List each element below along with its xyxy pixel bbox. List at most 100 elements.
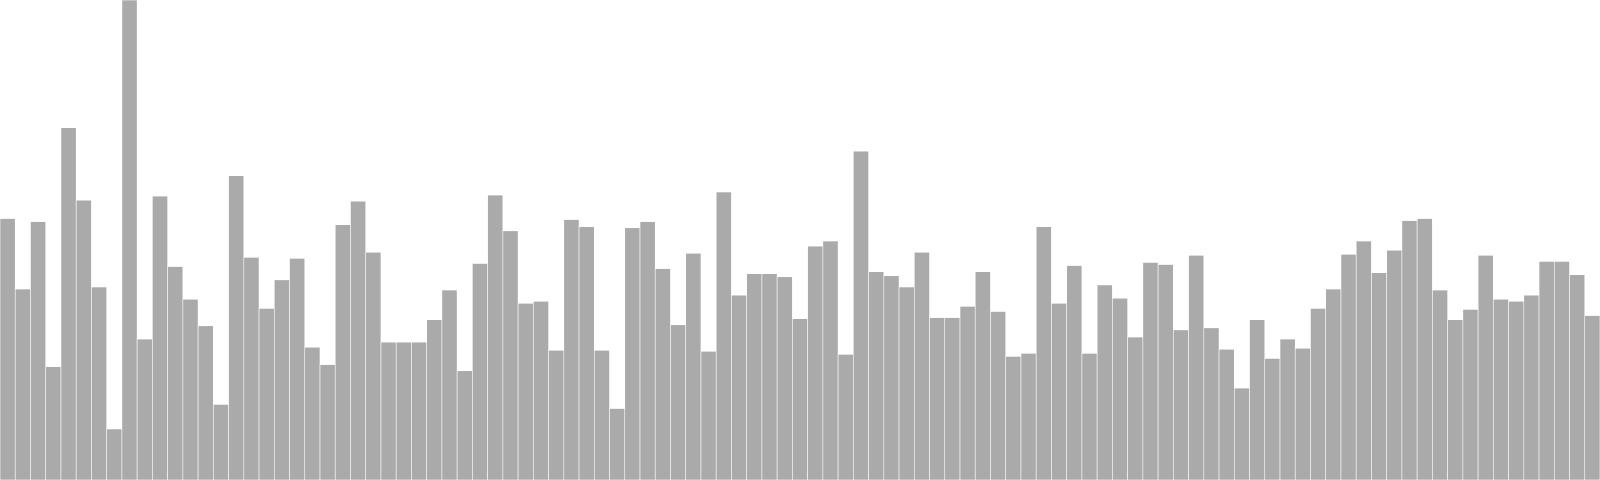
bar xyxy=(380,341,397,480)
bar xyxy=(792,318,808,480)
bar xyxy=(1127,336,1144,480)
bar xyxy=(517,303,534,480)
bar xyxy=(1081,353,1098,480)
bar xyxy=(1340,253,1357,480)
bar xyxy=(868,271,885,480)
bar xyxy=(258,308,275,480)
bar xyxy=(1538,261,1555,480)
bar xyxy=(304,346,321,480)
bar xyxy=(1035,226,1052,480)
bar xyxy=(456,370,473,480)
bar xyxy=(30,221,47,480)
bar xyxy=(441,289,458,480)
bar xyxy=(75,199,92,480)
bar xyxy=(1447,319,1464,480)
bar xyxy=(1584,315,1600,480)
bar xyxy=(1523,294,1540,480)
bar xyxy=(837,354,854,480)
bar xyxy=(670,324,687,480)
bar xyxy=(14,288,31,480)
bar xyxy=(0,218,16,480)
bar xyxy=(289,258,306,480)
bar xyxy=(319,364,336,480)
bar xyxy=(1005,356,1022,480)
bar xyxy=(807,245,824,480)
bar xyxy=(944,317,961,480)
bar xyxy=(974,271,991,480)
bar xyxy=(1173,329,1189,480)
bar xyxy=(273,279,290,480)
bar xyxy=(182,298,199,480)
bar xyxy=(121,0,138,480)
bar xyxy=(1401,220,1418,480)
bar xyxy=(1493,298,1509,480)
bar xyxy=(761,273,778,480)
bar xyxy=(1553,261,1570,480)
bar xyxy=(776,276,793,480)
bar xyxy=(929,317,946,480)
bar xyxy=(472,263,488,480)
bar xyxy=(1386,249,1403,480)
bar xyxy=(563,219,580,480)
bar xyxy=(624,227,641,480)
bar xyxy=(1264,358,1281,480)
bar xyxy=(533,300,549,480)
bar xyxy=(1508,300,1525,480)
bar xyxy=(1066,265,1083,480)
bar xyxy=(715,191,732,480)
bar xyxy=(1371,272,1387,480)
bar xyxy=(136,338,153,480)
bar xyxy=(487,194,504,480)
bar xyxy=(1203,327,1220,480)
bar xyxy=(1416,218,1433,480)
bar xyxy=(365,251,382,480)
bar xyxy=(1233,387,1250,480)
bar xyxy=(685,252,702,480)
bar xyxy=(1157,264,1174,480)
bar xyxy=(1355,240,1372,480)
bar xyxy=(167,266,184,480)
bar xyxy=(746,273,763,480)
bar xyxy=(1142,262,1159,480)
bar xyxy=(1218,348,1235,480)
bar xyxy=(654,268,671,480)
bar xyxy=(152,195,168,480)
bar xyxy=(1188,255,1205,480)
bar xyxy=(913,251,930,480)
bar xyxy=(1310,308,1327,480)
bar xyxy=(1325,288,1342,480)
bar xyxy=(1294,347,1311,480)
bar xyxy=(822,240,839,480)
bar xyxy=(593,349,610,480)
bar xyxy=(731,294,747,480)
bar xyxy=(91,286,107,480)
bar xyxy=(548,349,565,480)
bar xyxy=(1569,274,1586,480)
bar xyxy=(350,200,367,480)
bar xyxy=(106,428,123,480)
bar xyxy=(700,351,717,480)
bar xyxy=(990,311,1007,480)
bar xyxy=(334,224,351,480)
bar xyxy=(1096,284,1113,480)
bar xyxy=(197,325,214,480)
bar xyxy=(243,257,260,480)
bar xyxy=(1112,297,1128,480)
bar xyxy=(502,230,519,480)
bar xyxy=(1249,319,1266,480)
bar xyxy=(883,275,900,480)
bar xyxy=(228,175,245,480)
bar xyxy=(60,127,77,480)
bar xyxy=(45,366,62,480)
bar xyxy=(898,286,915,480)
bar xyxy=(1462,309,1479,480)
bar xyxy=(1020,353,1037,480)
bar xyxy=(959,306,976,480)
bar xyxy=(1279,338,1296,480)
bar xyxy=(853,150,869,480)
bar xyxy=(1432,289,1448,480)
bar xyxy=(1477,255,1494,480)
bar xyxy=(411,341,427,480)
bar xyxy=(1051,303,1067,480)
